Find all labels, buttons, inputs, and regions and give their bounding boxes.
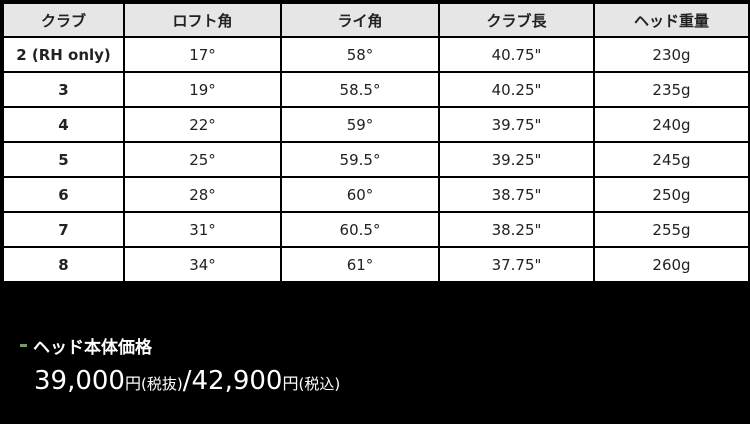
table-cell: 34°	[123, 246, 282, 283]
bullet-dash-icon	[20, 344, 27, 347]
table-row: 4 22° 59° 39.75" 240g	[2, 106, 750, 143]
price-block: ヘッド本体価格 39,000円(税抜)/42,900円(税込)	[20, 333, 340, 396]
excl-tax-note: (税抜)	[141, 375, 183, 393]
table-cell: 38.25"	[438, 211, 595, 248]
table-cell: 6	[2, 176, 125, 213]
table-cell: 230g	[593, 36, 750, 73]
table-row: 7 31° 60.5° 38.25" 255g	[2, 211, 750, 248]
yen-unit: 円	[124, 374, 141, 393]
table-cell: 28°	[123, 176, 282, 213]
spec-table: クラブ ロフト角 ライ角 クラブ長 ヘッド重量 2 (RH only) 17° 58° 40.…	[2, 2, 750, 283]
table-cell: 255g	[593, 211, 750, 248]
table-cell: 8	[2, 246, 125, 283]
table-cell: 39.25"	[438, 141, 595, 178]
yen-unit: 円	[282, 374, 299, 393]
table-cell: 60.5°	[280, 211, 440, 248]
table-row: 2 (RH only) 17° 58° 40.75" 230g	[2, 36, 750, 73]
table-cell: 235g	[593, 71, 750, 108]
column-header: ロフト角	[123, 2, 282, 38]
table-cell: 250g	[593, 176, 750, 213]
table-cell: 31°	[123, 211, 282, 248]
table-cell: 240g	[593, 106, 750, 143]
column-header: ヘッド重量	[593, 2, 750, 38]
incl-tax-note: (税込)	[298, 375, 341, 393]
table-row: 8 34° 61° 37.75" 260g	[2, 246, 750, 283]
table-cell: 3	[2, 71, 125, 108]
table-cell: 40.75"	[438, 36, 595, 73]
table-cell: 61°	[280, 246, 440, 283]
column-header: ライ角	[280, 2, 440, 38]
table-cell: 260g	[593, 246, 750, 283]
table-cell: 60°	[280, 176, 440, 213]
table-cell: 245g	[593, 141, 750, 178]
price-label-text: ヘッド本体価格	[33, 338, 152, 358]
table-cell: 7	[2, 211, 125, 248]
table-row: 5 25° 59.5° 39.25" 245g	[2, 141, 750, 178]
column-header: クラブ長	[438, 2, 595, 38]
table-cell: 4	[2, 106, 125, 143]
price-excl-tax: 39,000	[34, 366, 125, 396]
table-cell: 25°	[123, 141, 282, 178]
table-row: 3 19° 58.5° 40.25" 235g	[2, 71, 750, 108]
table-cell: 59°	[280, 106, 440, 143]
price-incl-tax: 42,900	[191, 366, 283, 396]
table-cell: 37.75"	[438, 246, 595, 283]
table-row: 6 28° 60° 38.75" 250g	[2, 176, 750, 213]
table-cell: 39.75"	[438, 106, 595, 143]
table-cell: 2 (RH only)	[2, 36, 125, 73]
table-cell: 5	[2, 141, 125, 178]
table-cell: 19°	[123, 71, 282, 108]
price-separator: /	[182, 366, 192, 396]
price-label: ヘッド本体価格	[20, 333, 340, 358]
table-cell: 38.75"	[438, 176, 595, 213]
table-cell: 17°	[123, 36, 282, 73]
column-header: クラブ	[2, 2, 125, 38]
table-cell: 58°	[280, 36, 440, 73]
price-values: 39,000円(税抜)/42,900円(税込)	[34, 366, 340, 396]
table-cell: 58.5°	[280, 71, 440, 108]
table-cell: 40.25"	[438, 71, 595, 108]
table-cell: 59.5°	[280, 141, 440, 178]
table-header-row: クラブ ロフト角 ライ角 クラブ長 ヘッド重量	[2, 2, 750, 38]
table-cell: 22°	[123, 106, 282, 143]
